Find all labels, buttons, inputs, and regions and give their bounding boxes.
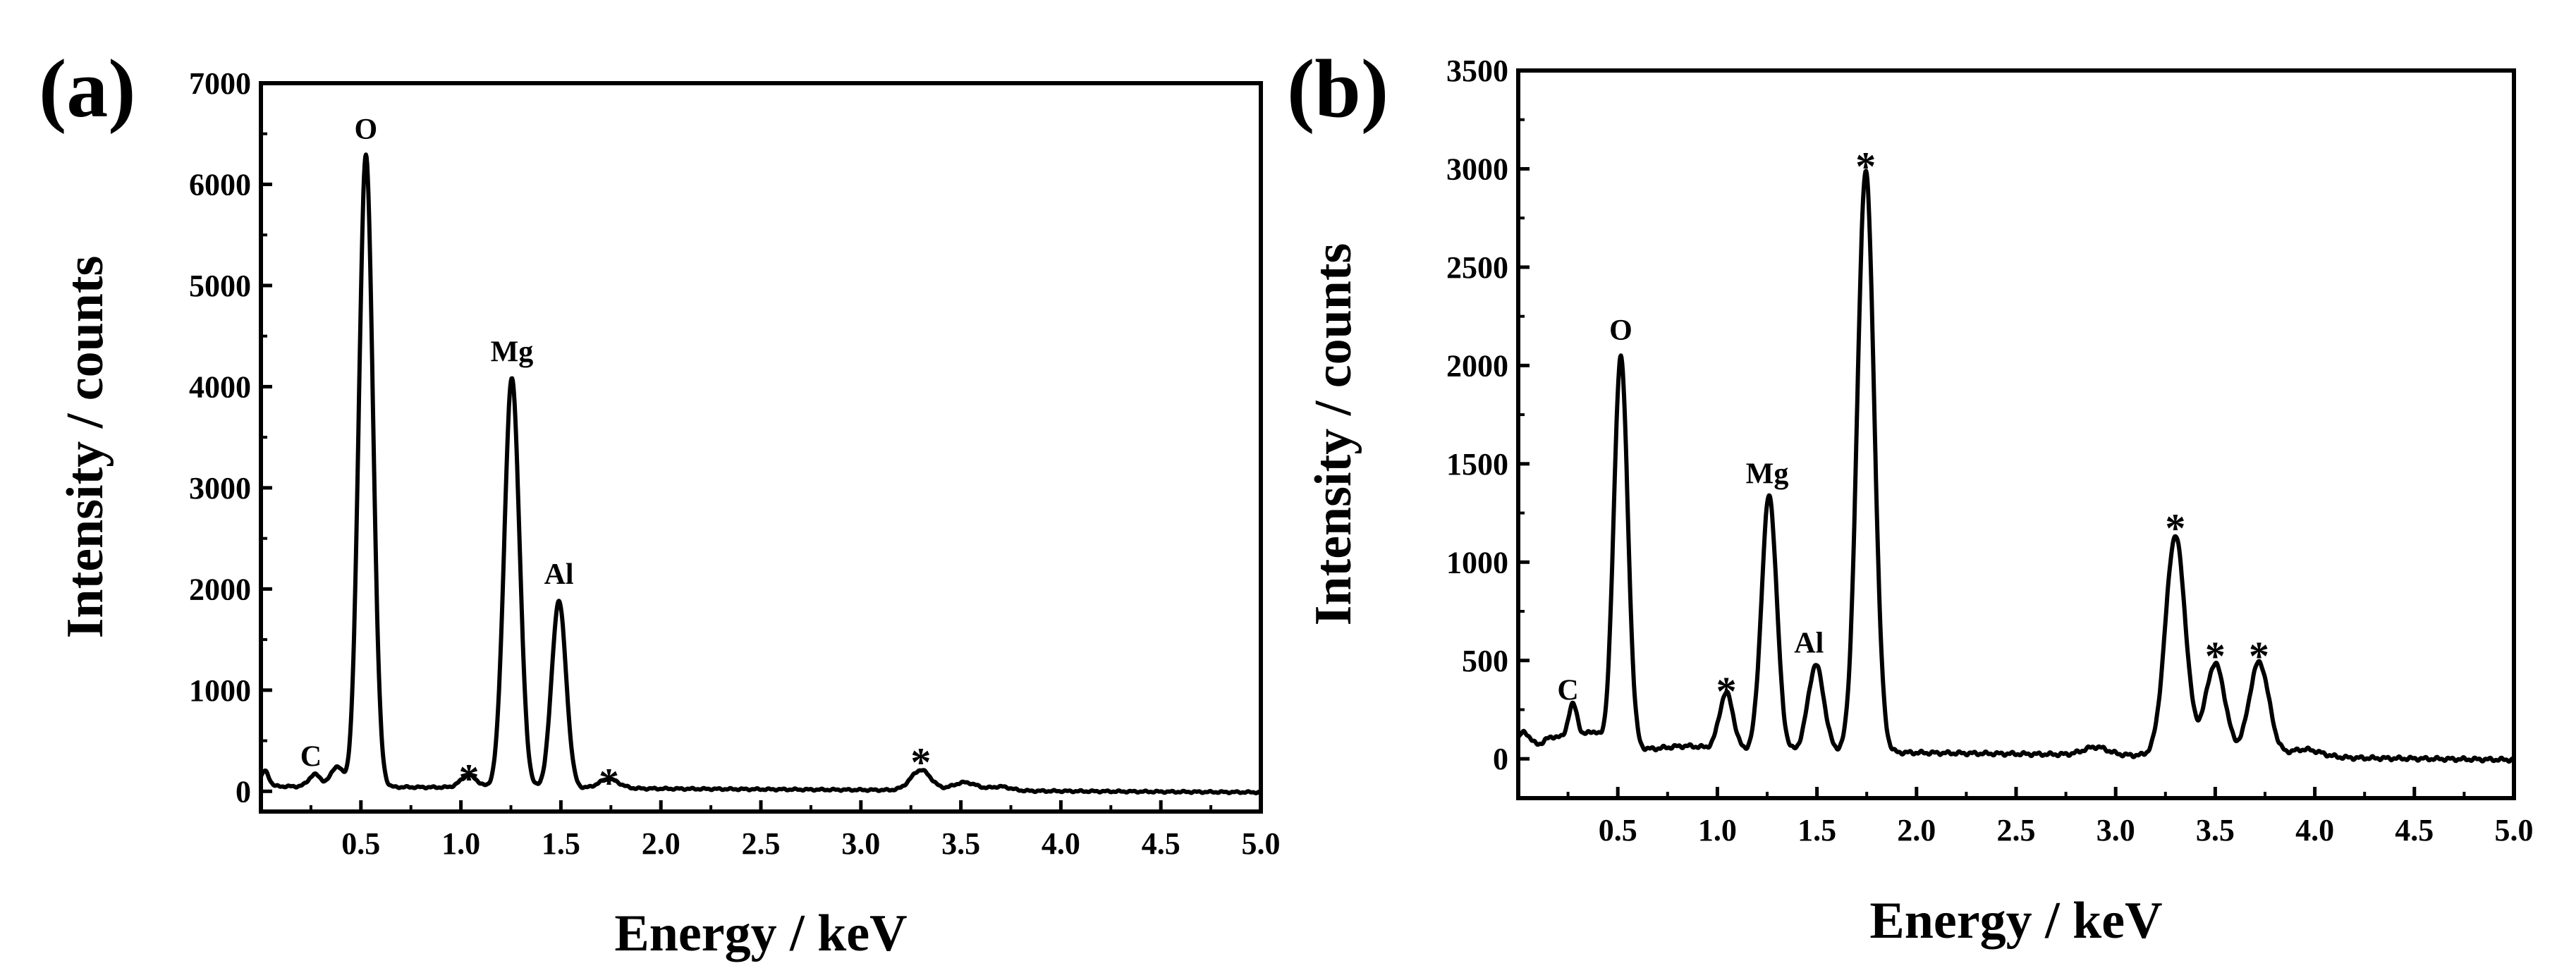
x-ticks-b: 0.5 1.0 1.5 2.0 2.5 3.0 3.5 4.0 4.5 5.0: [1566, 787, 2534, 847]
y-tick-label-b-1: 500: [1462, 644, 1508, 678]
peak-star-b-6: *: [2165, 506, 2185, 551]
y-ticks-b: 0 500 1000 1500 2000 2500 3000 3500: [1446, 54, 1530, 776]
panel-a: 0.5 1.0 1.5 2.0 2.5 3.0 3.5 4.0 4.5 5.0 0 1000 2000…: [39, 42, 1281, 962]
x-tick-label-a-3: 2.0: [642, 826, 680, 861]
y-tick-label-a-7: 7000: [189, 66, 251, 101]
peak-star-a-5: *: [599, 759, 619, 805]
peak-star-a-4: *: [458, 756, 479, 802]
y-tick-label-b-6: 3000: [1446, 152, 1508, 186]
x-tick-label-a-4: 2.5: [742, 826, 781, 861]
x-tick-label-b-8: 4.5: [2395, 813, 2434, 847]
x-tick-label-b-4: 2.5: [1997, 813, 2036, 847]
x-tick-label-a-2: 1.5: [542, 826, 580, 861]
panel-label-a: (a): [39, 42, 136, 135]
x-tick-label-a-1: 1.0: [441, 826, 480, 861]
panel-b: 0.5 1.0 1.5 2.0 2.5 3.0 3.5 4.0 4.5 5.0 0 500 1000 1…: [1287, 42, 2534, 950]
x-tick-label-a-8: 4.5: [1142, 826, 1180, 861]
y-tick-label-a-0: 0: [236, 774, 251, 809]
y-axis-title-b: Intensity / counts: [1305, 243, 1362, 626]
peak-label-b-3: C: [1557, 675, 1578, 707]
y-tick-label-a-1: 1000: [189, 673, 251, 708]
x-axis-title-a: Energy / keV: [614, 905, 907, 962]
x-tick-label-b-2: 1.5: [1797, 813, 1836, 847]
plot-frame-a: [259, 81, 1263, 814]
y-tick-label-b-4: 2000: [1446, 348, 1508, 383]
y-tick-label-b-7: 3500: [1446, 54, 1508, 88]
peak-star-b-7: *: [2205, 633, 2226, 679]
peak-label-b-2: Al: [1794, 628, 1824, 660]
x-axis-title-b: Energy / keV: [1869, 892, 2162, 950]
x-tick-label-a-6: 3.5: [941, 826, 980, 861]
peak-label-a-1: Mg: [491, 336, 534, 369]
y-tick-label-a-3: 3000: [189, 471, 251, 506]
peak-label-a-2: Al: [544, 558, 574, 591]
panel-label-b: (b): [1287, 42, 1388, 135]
plot-frame-b: [1516, 68, 2516, 800]
x-tick-label-a-0: 0.5: [341, 826, 380, 861]
peak-star-b-4: *: [1716, 668, 1737, 714]
y-tick-label-a-6: 6000: [189, 167, 251, 202]
x-tick-label-b-9: 5.0: [2495, 813, 2534, 847]
annotations-b: O Mg Al C * * * * *: [1557, 144, 2269, 715]
x-tick-label-b-5: 3.0: [2096, 813, 2135, 847]
y-axis-title-a: Intensity / counts: [56, 256, 114, 639]
y-tick-label-b-2: 1000: [1446, 545, 1508, 580]
peak-star-a-6: *: [910, 740, 931, 785]
x-ticks-a: 0.5 1.0 1.5 2.0 2.5 3.0 3.5 4.0 4.5 5.0: [309, 800, 1281, 861]
x-tick-label-b-6: 3.5: [2196, 813, 2235, 847]
x-tick-label-b-0: 0.5: [1599, 813, 1637, 847]
x-tick-label-b-3: 2.0: [1897, 813, 1936, 847]
y-ticks-a: 0 1000 2000 3000 4000 5000 6000 7000: [189, 66, 272, 809]
peak-label-b-1: Mg: [1746, 458, 1789, 491]
peak-label-a-0: O: [355, 114, 378, 146]
y-tick-label-a-2: 2000: [189, 572, 251, 606]
y-tick-label-a-5: 5000: [189, 269, 251, 303]
peak-star-b-5: *: [1855, 144, 1876, 190]
x-tick-label-a-5: 3.0: [841, 826, 880, 861]
y-tick-label-b-0: 0: [1493, 742, 1508, 776]
peak-label-a-3: C: [300, 740, 322, 773]
annotations-a: O Mg Al C * * *: [300, 114, 932, 805]
x-tick-label-b-1: 1.0: [1698, 813, 1737, 847]
x-tick-label-a-7: 4.0: [1042, 826, 1080, 861]
x-tick-label-a-9: 5.0: [1242, 826, 1281, 861]
peak-label-b-0: O: [1609, 314, 1632, 347]
y-tick-label-b-5: 2500: [1446, 250, 1508, 285]
spectrum-line-a: [259, 152, 1263, 795]
y-tick-label-b-3: 1500: [1446, 447, 1508, 482]
x-tick-label-b-7: 4.0: [2295, 813, 2334, 847]
y-tick-label-a-4: 4000: [189, 369, 251, 404]
spectrum-line-b: [1516, 169, 2516, 764]
peak-star-b-8: *: [2249, 633, 2269, 679]
